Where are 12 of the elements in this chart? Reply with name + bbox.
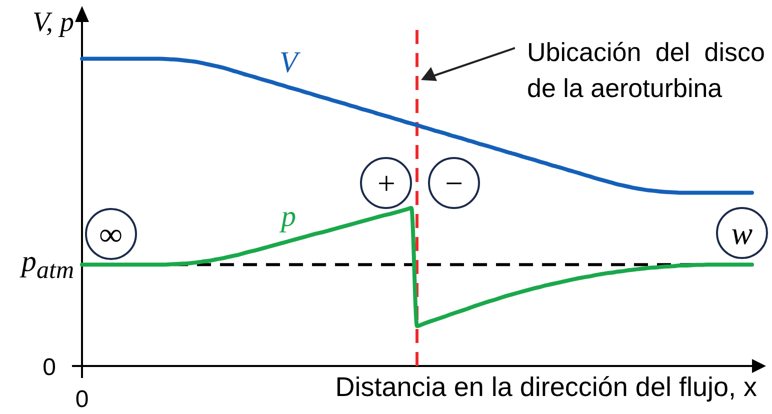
y-axis-title: V, p	[32, 7, 74, 39]
annotation: ∞	[99, 216, 122, 252]
text: 0	[42, 354, 56, 382]
text: 0	[75, 386, 89, 414]
series-label: V	[279, 46, 298, 80]
annotation: Ubicación del disco de la aeroturbina	[527, 36, 765, 105]
x-axis-title: Distancia en la dirección del flujo, x	[335, 371, 757, 403]
annotation: −	[443, 165, 465, 202]
annotation: w	[731, 215, 753, 252]
annotation: +	[375, 165, 397, 202]
series-label: p	[281, 200, 296, 234]
ref-line-label: p$_{atm}$	[22, 244, 74, 286]
